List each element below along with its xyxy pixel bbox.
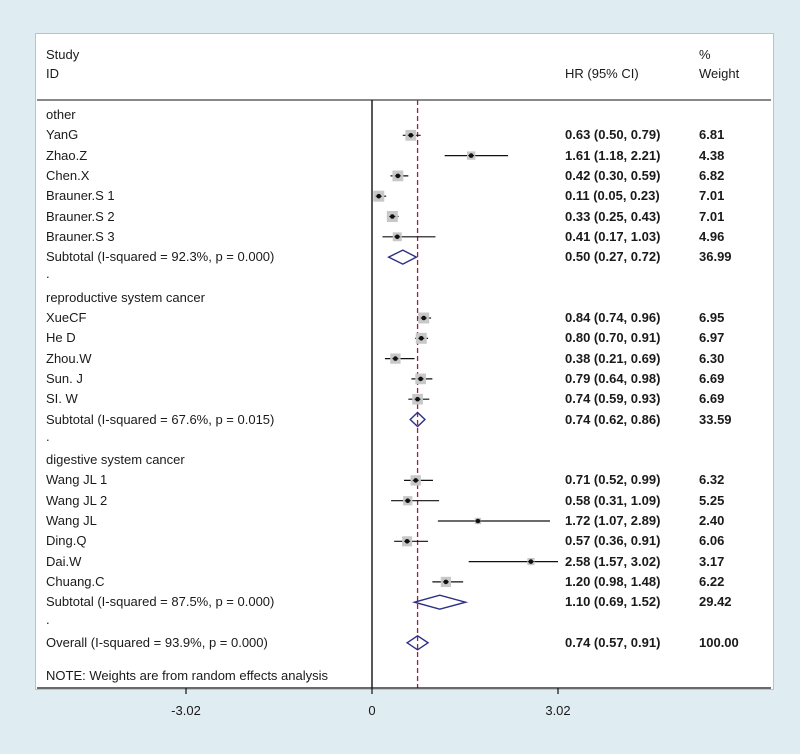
study-label: Chen.X xyxy=(46,167,90,183)
weight-value: 7.01 xyxy=(699,188,725,204)
note-text: NOTE: Weights are from random effects an… xyxy=(46,668,329,683)
subtotal-label: Subtotal (I-squared = 87.5%, p = 0.000) xyxy=(46,594,275,610)
hr-ci-value: 1.20 (0.98, 1.48) xyxy=(565,573,661,589)
header-study: Study xyxy=(46,47,80,62)
weight-value: 6.69 xyxy=(699,370,725,386)
hr-ci-value: 1.72 (1.07, 2.89) xyxy=(565,513,661,528)
hr-ci-value: 0.80 (0.70, 0.91) xyxy=(565,330,661,346)
subtotal-label: Subtotal (I-squared = 67.6%, p = 0.015) xyxy=(46,411,275,427)
study-label: YanG xyxy=(46,127,79,143)
hr-ci-value: 0.38 (0.21, 0.69) xyxy=(565,350,661,366)
weight-value: 7.01 xyxy=(699,208,725,224)
x-axis-tick-label: -3.02 xyxy=(171,703,201,718)
group-label: other xyxy=(46,107,76,122)
weight-value: 5.25 xyxy=(699,492,725,508)
weight-value: 6.32 xyxy=(699,472,725,488)
study-label: Brauner.S 2 xyxy=(46,208,115,224)
weight-value: 6.06 xyxy=(699,533,725,549)
study-label: Zhou.W xyxy=(46,350,92,366)
hr-ci-value: 0.41 (0.17, 1.03) xyxy=(565,228,661,244)
hr-ci-value: 0.74 (0.62, 0.86) xyxy=(565,411,661,427)
hr-ci-value: 0.50 (0.27, 0.72) xyxy=(565,249,661,265)
study-label: Wang JL 2 xyxy=(46,492,108,508)
study-label: Chuang.C xyxy=(46,573,105,589)
hr-ci-value: 0.58 (0.31, 1.09) xyxy=(565,492,661,508)
study-label: XueCF xyxy=(46,310,87,325)
plot-panel xyxy=(35,33,774,690)
group-label: digestive system cancer xyxy=(46,452,185,468)
subtotal-diamond xyxy=(409,411,426,428)
subtotal-diamond xyxy=(387,249,418,265)
study-label: Zhao.Z xyxy=(46,147,88,163)
hr-ci-value: 0.74 (0.59, 0.93) xyxy=(565,391,661,407)
overall-label: Overall (I-squared = 93.9%, p = 0.000) xyxy=(46,634,268,650)
header-hr: HR (95% CI) xyxy=(565,66,639,81)
weight-value: 3.17 xyxy=(699,553,725,569)
weight-value: 33.59 xyxy=(699,411,732,427)
study-label: Wang JL 1 xyxy=(46,472,108,488)
hr-ci-value: 0.84 (0.74, 0.96) xyxy=(565,310,661,325)
weight-value: 6.97 xyxy=(699,330,725,346)
weight-value: 6.82 xyxy=(699,167,725,183)
hr-ci-value: 0.42 (0.30, 0.59) xyxy=(565,167,661,183)
group-spacer-dot: . xyxy=(46,611,50,627)
overall-diamond xyxy=(405,634,430,651)
x-axis-tick-label: 3.02 xyxy=(545,703,571,718)
study-label: SI. W xyxy=(46,391,78,407)
study-label: Brauner.S 1 xyxy=(46,188,115,204)
study-label: Sun. J xyxy=(46,370,83,386)
hr-ci-value: 1.61 (1.18, 2.21) xyxy=(565,147,661,163)
hr-ci-value: 0.74 (0.57, 0.91) xyxy=(565,634,661,650)
weight-value: 6.22 xyxy=(699,573,725,589)
study-label: He D xyxy=(46,330,76,346)
weight-value: 2.40 xyxy=(699,513,725,528)
hr-ci-value: 0.79 (0.64, 0.98) xyxy=(565,370,661,386)
study-label: Wang JL xyxy=(46,513,97,528)
hr-ci-value: 0.33 (0.25, 0.43) xyxy=(565,208,661,224)
hr-ci-value: 0.11 (0.05, 0.23) xyxy=(565,188,660,204)
hr-ci-value: 1.10 (0.69, 1.52) xyxy=(565,594,661,610)
subtotal-diamond xyxy=(411,594,469,610)
study-label: Ding.Q xyxy=(46,533,87,549)
x-axis-tick-label: 0 xyxy=(368,703,376,718)
subtotal-label: Subtotal (I-squared = 92.3%, p = 0.000) xyxy=(46,249,275,265)
hr-ci-value: 0.57 (0.36, 0.91) xyxy=(565,533,661,549)
header-percent: % xyxy=(699,47,711,62)
group-label: reproductive system cancer xyxy=(46,289,205,305)
hr-ci-value: 0.71 (0.52, 0.99) xyxy=(565,472,661,488)
group-spacer-dot: . xyxy=(46,266,50,282)
group-spacer-dot: . xyxy=(46,428,50,444)
weight-value: 4.96 xyxy=(699,228,725,244)
weight-value: 6.95 xyxy=(699,310,725,325)
study-label: Dai.W xyxy=(46,553,82,569)
header-weight: Weight xyxy=(699,66,740,81)
weight-value: 29.42 xyxy=(699,594,732,610)
header-id: ID xyxy=(46,66,59,81)
weight-value: 6.30 xyxy=(699,350,725,366)
weight-value: 36.99 xyxy=(699,249,732,265)
study-label: Brauner.S 3 xyxy=(46,228,115,244)
hr-ci-value: 0.63 (0.50, 0.79) xyxy=(565,127,661,143)
hr-ci-value: 2.58 (1.57, 3.02) xyxy=(565,553,661,569)
weight-value: 4.38 xyxy=(699,147,725,163)
weight-value: 6.69 xyxy=(699,391,725,407)
weight-value: 100.00 xyxy=(699,634,739,650)
weight-value: 6.81 xyxy=(699,127,725,143)
